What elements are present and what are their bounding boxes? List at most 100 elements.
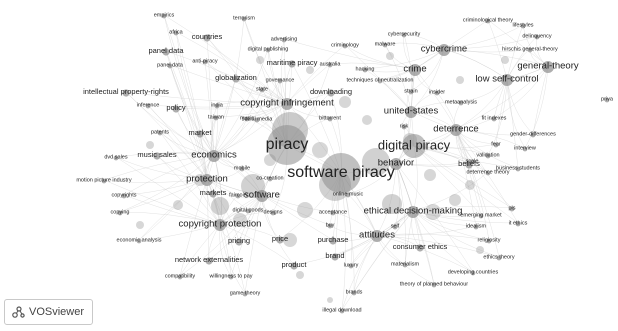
keyword-node[interactable] bbox=[242, 291, 248, 297]
keyword-node[interactable] bbox=[496, 255, 502, 261]
keyword-node[interactable] bbox=[203, 34, 211, 42]
keyword-label[interactable]: panel data bbox=[157, 62, 184, 68]
keyword-label[interactable]: faircoin bbox=[229, 192, 247, 198]
keyword-node[interactable] bbox=[121, 193, 127, 199]
keyword-label[interactable]: markets bbox=[200, 188, 227, 197]
keyword-label[interactable]: hirschis general-theory bbox=[502, 46, 558, 52]
keyword-label[interactable]: religiosity bbox=[478, 237, 501, 243]
keyword-label[interactable]: purchase bbox=[318, 235, 349, 244]
keyword-label[interactable]: it ethics bbox=[509, 220, 528, 226]
keyword-label[interactable]: downloading bbox=[310, 87, 352, 96]
keyword-label[interactable]: delinquency bbox=[522, 33, 552, 39]
keyword-label[interactable]: united-states bbox=[384, 106, 439, 117]
keyword-node[interactable] bbox=[202, 59, 208, 65]
keyword-label[interactable]: luxury bbox=[344, 262, 359, 268]
keyword-label[interactable]: metaanalysis bbox=[445, 99, 477, 105]
keyword-label[interactable]: governance bbox=[266, 77, 295, 83]
keyword-node[interactable] bbox=[101, 178, 107, 184]
keyword-label[interactable]: priva bbox=[601, 96, 614, 102]
keyword-node[interactable] bbox=[214, 103, 220, 109]
keyword-label[interactable]: online music bbox=[333, 191, 364, 197]
keyword-label[interactable]: piracy bbox=[266, 136, 309, 153]
keyword-node[interactable] bbox=[401, 32, 407, 38]
keyword-node[interactable] bbox=[157, 130, 163, 136]
keyword-label[interactable]: state bbox=[256, 86, 268, 92]
keyword-label[interactable]: africa bbox=[169, 29, 183, 35]
keyword-node[interactable] bbox=[254, 117, 260, 123]
keyword-node[interactable] bbox=[509, 206, 515, 212]
keyword-label[interactable]: fit indexes bbox=[482, 115, 507, 121]
keyword-node[interactable] bbox=[259, 87, 265, 93]
keyword-node[interactable] bbox=[362, 67, 368, 73]
keyword-node[interactable] bbox=[401, 124, 407, 130]
keyword-node[interactable] bbox=[235, 193, 241, 199]
keyword-label[interactable]: beliefs bbox=[458, 159, 480, 168]
keyword-node[interactable] bbox=[515, 166, 521, 172]
keyword-label[interactable]: intellectual property-rights bbox=[83, 87, 169, 96]
keyword-label[interactable]: deterrence bbox=[433, 124, 478, 135]
keyword-node[interactable] bbox=[276, 236, 284, 244]
keyword-label[interactable]: dvd sales bbox=[104, 154, 127, 160]
keyword-node[interactable] bbox=[327, 116, 333, 122]
keyword-label[interactable]: globalization bbox=[215, 73, 257, 82]
keyword-node[interactable] bbox=[327, 89, 335, 97]
keyword-label[interactable]: cybersecurity bbox=[388, 31, 421, 37]
keyword-label[interactable]: copying bbox=[111, 209, 130, 215]
keyword-node[interactable] bbox=[485, 170, 491, 176]
keyword-label[interactable]: designs bbox=[264, 209, 283, 215]
keyword-node[interactable] bbox=[377, 78, 383, 84]
keyword-node[interactable] bbox=[402, 134, 426, 158]
keyword-node[interactable] bbox=[407, 206, 419, 218]
keyword-node[interactable] bbox=[409, 64, 421, 76]
keyword-node[interactable] bbox=[209, 190, 217, 198]
keyword-node[interactable] bbox=[321, 153, 361, 193]
keyword-label[interactable]: emerging market bbox=[460, 212, 502, 218]
keyword-node[interactable] bbox=[465, 161, 473, 169]
keyword-label[interactable]: fear bbox=[491, 141, 501, 147]
keyword-node[interactable] bbox=[345, 192, 351, 198]
keyword-node[interactable] bbox=[470, 270, 476, 276]
keyword-label[interactable]: attitudes bbox=[359, 230, 395, 241]
keyword-node[interactable] bbox=[281, 98, 293, 110]
keyword-label[interactable]: taiwan bbox=[208, 114, 224, 120]
keyword-label[interactable]: brands bbox=[346, 289, 363, 295]
keyword-node[interactable] bbox=[241, 16, 247, 22]
keyword-label[interactable]: insider bbox=[429, 89, 445, 95]
keyword-node[interactable] bbox=[485, 153, 491, 159]
keyword-node[interactable] bbox=[542, 61, 554, 73]
keyword-label[interactable]: ethics theory bbox=[483, 254, 514, 260]
keyword-node[interactable] bbox=[196, 130, 204, 138]
keyword-label[interactable]: music sales bbox=[137, 150, 176, 159]
keyword-label[interactable]: advertising bbox=[271, 36, 298, 42]
keyword-label[interactable]: behavior bbox=[378, 158, 414, 169]
keyword-label[interactable]: brand bbox=[325, 251, 344, 260]
keyword-label[interactable]: software piracy bbox=[287, 164, 395, 181]
keyword-node[interactable] bbox=[486, 238, 492, 244]
keyword-node[interactable] bbox=[478, 213, 484, 219]
keyword-node[interactable] bbox=[382, 42, 388, 48]
keyword-node[interactable] bbox=[527, 47, 533, 53]
keyword-label[interactable]: compatibility bbox=[165, 273, 196, 279]
keyword-label[interactable]: music bbox=[240, 115, 255, 121]
keyword-node[interactable] bbox=[136, 238, 142, 244]
keyword-label[interactable]: strain bbox=[404, 88, 417, 94]
keyword-node[interactable] bbox=[342, 43, 348, 49]
keyword-label[interactable]: general-theory bbox=[517, 61, 579, 72]
keyword-node[interactable] bbox=[339, 308, 345, 314]
keyword-node[interactable] bbox=[239, 166, 245, 172]
keyword-label[interactable]: australia bbox=[320, 61, 342, 67]
keyword-node[interactable] bbox=[493, 142, 499, 148]
keyword-node[interactable] bbox=[265, 47, 271, 53]
keyword-node[interactable] bbox=[416, 244, 424, 252]
keyword-label[interactable]: risk bbox=[400, 123, 409, 129]
keyword-node[interactable] bbox=[485, 18, 491, 24]
keyword-label[interactable]: interview bbox=[514, 145, 536, 151]
keyword-label[interactable]: developing countries bbox=[448, 269, 499, 275]
keyword-label[interactable]: deterrence theory bbox=[466, 169, 509, 175]
keyword-node[interactable] bbox=[450, 124, 462, 136]
keyword-label[interactable]: copyrights bbox=[111, 192, 136, 198]
keyword-node[interactable] bbox=[162, 48, 170, 56]
keyword-label[interactable]: ethical decision-making bbox=[364, 206, 463, 217]
keyword-node[interactable] bbox=[267, 176, 273, 182]
keyword-node[interactable] bbox=[330, 210, 336, 216]
